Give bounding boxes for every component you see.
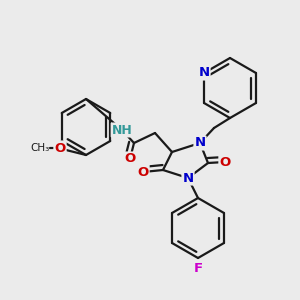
Text: N: N [199,67,210,80]
Text: O: O [219,155,231,169]
Text: O: O [137,166,148,178]
Text: F: F [194,262,202,275]
Text: O: O [124,152,136,166]
Text: N: N [182,172,194,184]
Text: NH: NH [112,124,132,136]
Text: CH₃: CH₃ [30,143,50,153]
Text: O: O [54,142,66,154]
Text: N: N [194,136,206,149]
